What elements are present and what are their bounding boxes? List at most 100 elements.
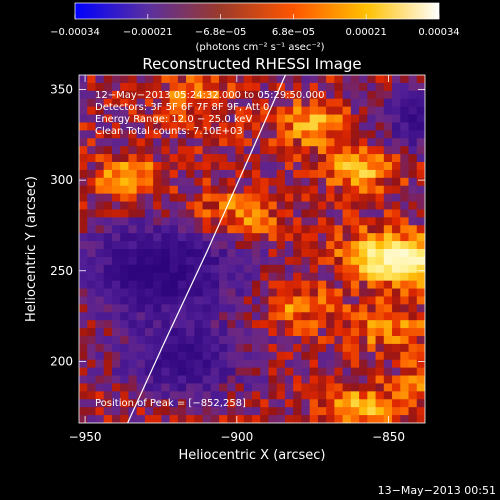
heatmap-cell [144, 351, 154, 361]
heatmap-cell [79, 288, 88, 298]
heatmap-cell [235, 225, 245, 234]
heatmap-cell [169, 288, 179, 298]
heatmap-cell [408, 90, 418, 100]
heatmap-cell [161, 82, 171, 92]
heatmap-cell [235, 407, 245, 416]
heatmap-cell [243, 375, 253, 385]
heatmap-cell [103, 193, 113, 203]
heatmap-cell [227, 312, 237, 321]
heatmap-cell [284, 130, 294, 139]
heatmap-cell [235, 359, 245, 369]
heatmap-cell [301, 375, 311, 385]
heatmap-cell [408, 304, 418, 313]
heatmap-cell [276, 169, 286, 179]
heatmap-cell [194, 415, 204, 423]
heatmap-cell [317, 225, 327, 234]
heatmap-cell [136, 154, 146, 163]
colorbar-tick-label: −6.8e−05 [195, 27, 247, 38]
heatmap-cell [87, 233, 97, 242]
heatmap-cell [383, 280, 393, 290]
heatmap-cell [309, 122, 319, 131]
heatmap-cell [309, 312, 319, 321]
heatmap-cell [400, 264, 410, 274]
heatmap-cell [144, 391, 154, 400]
heatmap-cell [136, 407, 146, 416]
heatmap-cell [342, 217, 352, 226]
heatmap-cell [326, 351, 335, 361]
heatmap-cell [202, 304, 212, 313]
heatmap-cell [186, 241, 195, 250]
heatmap-cell [194, 320, 204, 329]
y-tick-label: 250 [50, 264, 73, 278]
heatmap-cell [359, 336, 368, 345]
heatmap-cell [87, 185, 97, 195]
heatmap-cell [243, 122, 253, 131]
heatmap-cell [309, 383, 319, 392]
heatmap-cell [120, 304, 130, 313]
heatmap-cell [293, 383, 303, 392]
heatmap-cell [359, 185, 368, 195]
heatmap-cell [301, 154, 311, 163]
heatmap-cell [169, 304, 179, 313]
heatmap-cell [210, 162, 220, 171]
heatmap-cell [383, 320, 393, 329]
heatmap-cell [342, 138, 352, 147]
heatmap-cell [87, 162, 97, 171]
heatmap-cell [284, 106, 294, 116]
heatmap-cell [392, 82, 401, 92]
heatmap-cell [161, 98, 171, 108]
heatmap-cell [128, 146, 138, 155]
heatmap-cell [111, 288, 121, 298]
heatmap-cell [359, 375, 368, 385]
heatmap-cell [177, 106, 187, 116]
heatmap-cell [359, 138, 368, 147]
heatmap-cell [400, 383, 410, 392]
heatmap-cell [367, 146, 377, 155]
heatmap-cell [400, 391, 410, 400]
heatmap-cell [268, 359, 278, 369]
heatmap-cell [375, 233, 385, 242]
heatmap-cell [284, 209, 294, 218]
heatmap-cell [136, 304, 146, 313]
heatmap-cell [243, 249, 253, 258]
heatmap-cell [153, 280, 162, 290]
heatmap-cell [359, 391, 368, 400]
heatmap-cell [252, 304, 261, 313]
heatmap-cell [161, 146, 171, 155]
heatmap-cell [383, 130, 393, 139]
heatmap-cell [392, 343, 401, 353]
heatmap-cell [367, 106, 377, 116]
heatmap-cell [194, 106, 204, 116]
heatmap-cell [301, 209, 311, 218]
heatmap-cell [326, 336, 335, 345]
heatmap-cell [416, 256, 425, 266]
heatmap-cell [334, 351, 344, 361]
heatmap-cell [276, 367, 286, 377]
heatmap-cell [128, 114, 138, 124]
heatmap-cell [161, 138, 171, 147]
heatmap-cell [317, 280, 327, 290]
heatmap-cell [400, 154, 410, 163]
heatmap-cell [95, 201, 105, 211]
heatmap-cell [79, 146, 88, 155]
heatmap-cell [103, 75, 113, 84]
heatmap-cell [252, 280, 261, 290]
heatmap-cell [186, 399, 195, 408]
heatmap-cell [260, 272, 270, 282]
heatmap-cell [202, 146, 212, 155]
heatmap-cell [334, 209, 344, 218]
heatmap-cell [252, 241, 261, 250]
heatmap-cell [128, 122, 138, 131]
heatmap-cell [383, 106, 393, 116]
heatmap-cell [268, 375, 278, 385]
heatmap-cell [301, 162, 311, 171]
heatmap-cell [79, 185, 88, 195]
heatmap-cell [342, 264, 352, 274]
heatmap-cell [210, 336, 220, 345]
heatmap-cell [375, 280, 385, 290]
heatmap-cell [202, 272, 212, 282]
heatmap-cell [334, 336, 344, 345]
heatmap-cell [359, 122, 368, 131]
heatmap-cell [383, 201, 393, 211]
